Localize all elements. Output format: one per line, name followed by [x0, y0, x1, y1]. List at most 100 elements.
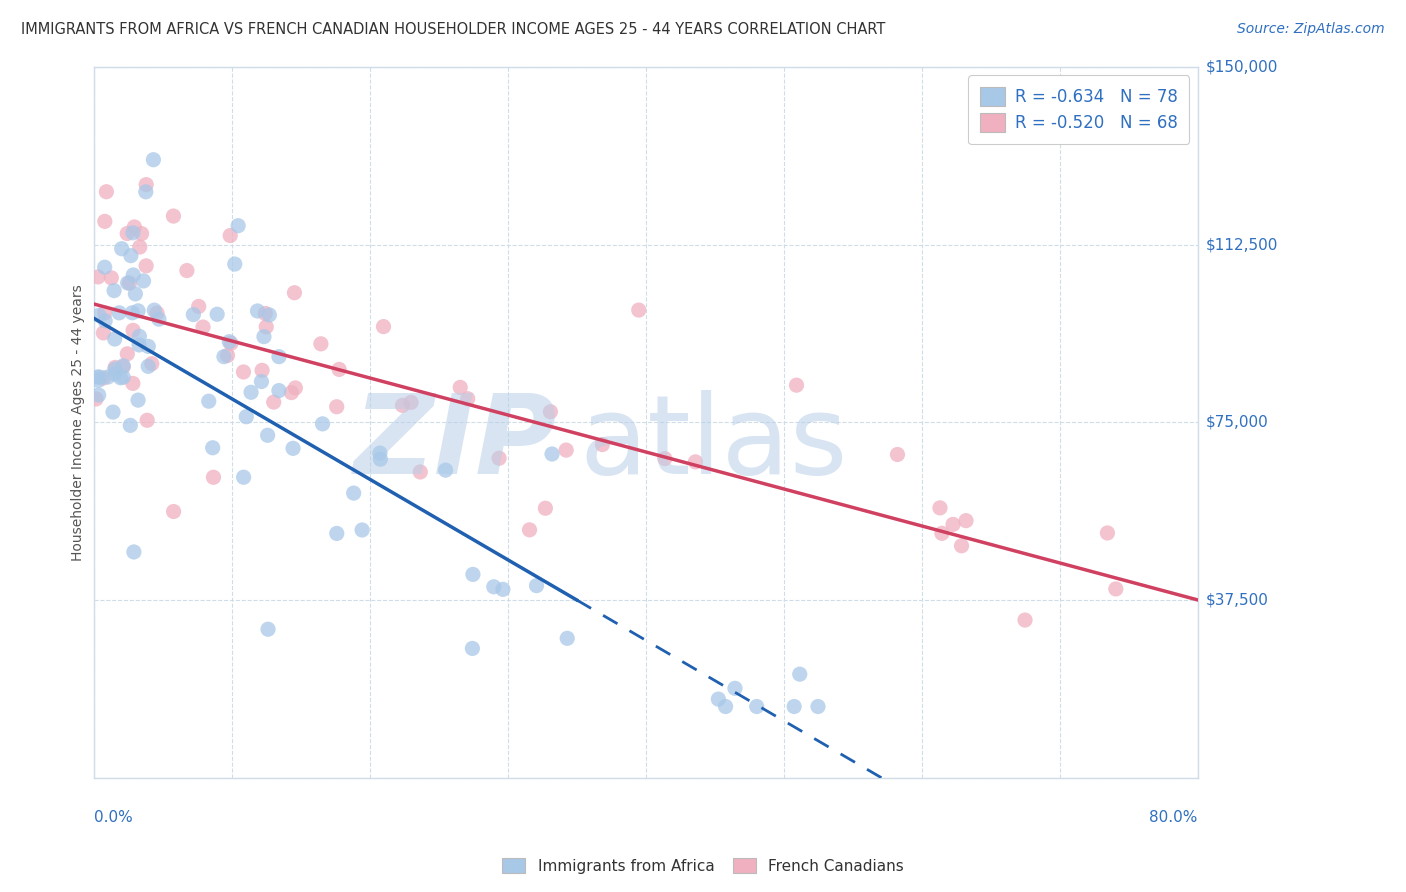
- Point: [94, 214, 117, 228]
- Point: [131, 227, 153, 241]
- Point: [391, 398, 413, 412]
- Point: [343, 486, 366, 500]
- Point: [591, 437, 613, 451]
- Point: [309, 336, 332, 351]
- Point: [205, 307, 228, 321]
- Point: [115, 227, 138, 241]
- Text: $75,000: $75,000: [1206, 415, 1268, 430]
- Text: 80.0%: 80.0%: [1150, 810, 1198, 824]
- Point: [118, 276, 141, 290]
- Point: [135, 185, 157, 199]
- Point: [541, 447, 564, 461]
- Point: [93, 260, 115, 275]
- Point: [240, 385, 263, 400]
- Point: [191, 320, 214, 334]
- Point: [1105, 582, 1128, 596]
- Point: [110, 371, 132, 385]
- Point: [457, 392, 479, 406]
- Point: [955, 514, 977, 528]
- Point: [254, 319, 277, 334]
- Point: [135, 259, 157, 273]
- Point: [121, 376, 143, 391]
- Point: [492, 582, 515, 597]
- Point: [1014, 613, 1036, 627]
- Point: [124, 219, 146, 234]
- Point: [226, 219, 249, 233]
- Point: [714, 699, 737, 714]
- Point: [128, 240, 150, 254]
- Point: [142, 153, 165, 167]
- Point: [283, 285, 305, 300]
- Point: [284, 381, 307, 395]
- Point: [89, 370, 111, 384]
- Point: [368, 446, 391, 460]
- Point: [219, 336, 242, 351]
- Point: [101, 405, 124, 419]
- Point: [87, 309, 110, 323]
- Point: [745, 699, 768, 714]
- Point: [127, 303, 149, 318]
- Point: [127, 393, 149, 408]
- Text: $37,500: $37,500: [1206, 592, 1270, 607]
- Point: [886, 448, 908, 462]
- Point: [104, 367, 127, 381]
- Point: [950, 539, 973, 553]
- Point: [627, 303, 650, 318]
- Point: [254, 306, 277, 320]
- Point: [807, 699, 830, 714]
- Legend: R = -0.634   N = 78, R = -0.520   N = 68: R = -0.634 N = 78, R = -0.520 N = 68: [969, 76, 1189, 144]
- Point: [146, 306, 169, 320]
- Point: [212, 350, 235, 364]
- Point: [519, 523, 541, 537]
- Point: [136, 413, 159, 427]
- Point: [256, 428, 278, 442]
- Point: [259, 308, 281, 322]
- Point: [176, 263, 198, 277]
- Point: [117, 276, 139, 290]
- Point: [87, 388, 110, 402]
- Point: [449, 380, 471, 394]
- Point: [128, 338, 150, 352]
- Point: [783, 699, 806, 714]
- Point: [141, 357, 163, 371]
- Point: [280, 385, 302, 400]
- Point: [187, 300, 209, 314]
- Text: atlas: atlas: [579, 390, 848, 497]
- Point: [148, 312, 170, 326]
- Point: [250, 375, 273, 389]
- Point: [104, 360, 127, 375]
- Point: [135, 178, 157, 192]
- Point: [100, 270, 122, 285]
- Point: [96, 185, 118, 199]
- Point: [112, 370, 135, 384]
- Point: [373, 319, 395, 334]
- Point: [461, 641, 484, 656]
- Point: [117, 347, 139, 361]
- Point: [724, 681, 747, 696]
- Point: [104, 362, 127, 376]
- Point: [87, 269, 110, 284]
- Point: [311, 417, 333, 431]
- Point: [104, 332, 127, 346]
- Point: [162, 209, 184, 223]
- Text: IMMIGRANTS FROM AFRICA VS FRENCH CANADIAN HOUSEHOLDER INCOME AGES 25 - 44 YEARS : IMMIGRANTS FROM AFRICA VS FRENCH CANADIA…: [21, 22, 886, 37]
- Text: $150,000: $150,000: [1206, 60, 1278, 75]
- Point: [201, 441, 224, 455]
- Point: [461, 567, 484, 582]
- Point: [931, 526, 953, 541]
- Point: [267, 384, 290, 398]
- Point: [534, 501, 557, 516]
- Point: [217, 348, 239, 362]
- Point: [93, 371, 115, 385]
- Point: [409, 465, 432, 479]
- Point: [197, 394, 219, 409]
- Point: [707, 692, 730, 706]
- Point: [250, 363, 273, 377]
- Point: [84, 392, 107, 406]
- Point: [202, 470, 225, 484]
- Point: [122, 545, 145, 559]
- Point: [122, 323, 145, 337]
- Text: $112,500: $112,500: [1206, 237, 1278, 252]
- Point: [136, 359, 159, 374]
- Point: [219, 228, 242, 243]
